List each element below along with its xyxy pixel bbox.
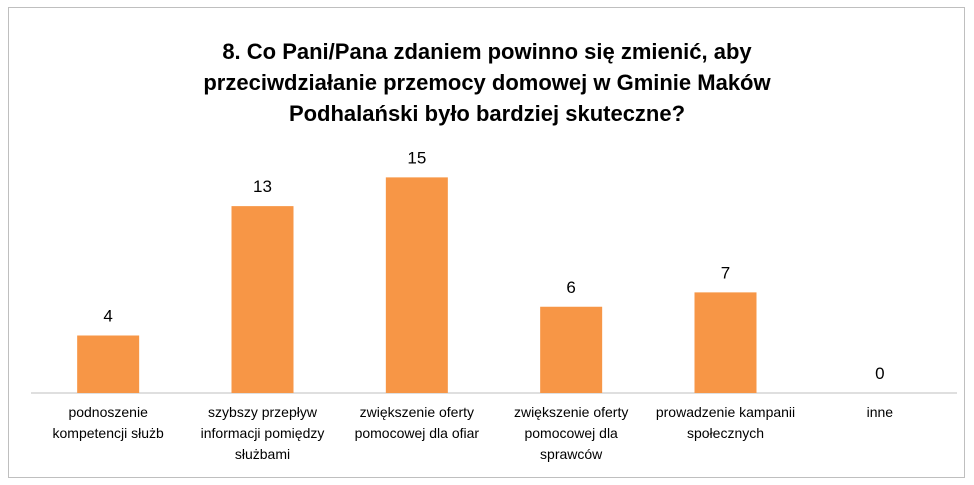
x-tick-label: inne [866, 404, 894, 420]
x-tick-label: zwiększenie oferty pomocowej dla sprawcó… [513, 404, 629, 462]
bar [385, 177, 448, 393]
value-label: 4 [103, 307, 112, 326]
x-tick-label: prowadzenie kampanii społecznych [655, 404, 796, 441]
x-tick-label: szybszy przepływ informacji pomiędzy słu… [200, 404, 325, 462]
value-label: 0 [875, 364, 884, 383]
x-tick-label: podnoszenie kompetencji służb [52, 404, 164, 441]
bar [77, 335, 140, 393]
bar [231, 206, 294, 393]
chart-border [8, 7, 965, 478]
chart-title: 8. Co Pani/Pana zdaniem powinno się zmie… [203, 39, 771, 126]
x-tick-label: zwiększenie oferty pomocowej dla ofiar [354, 404, 480, 441]
bar [540, 306, 603, 393]
bar [694, 292, 757, 393]
value-label: 7 [721, 263, 730, 282]
value-label: 6 [566, 278, 575, 297]
value-label: 15 [407, 148, 426, 167]
value-label: 13 [253, 177, 272, 196]
